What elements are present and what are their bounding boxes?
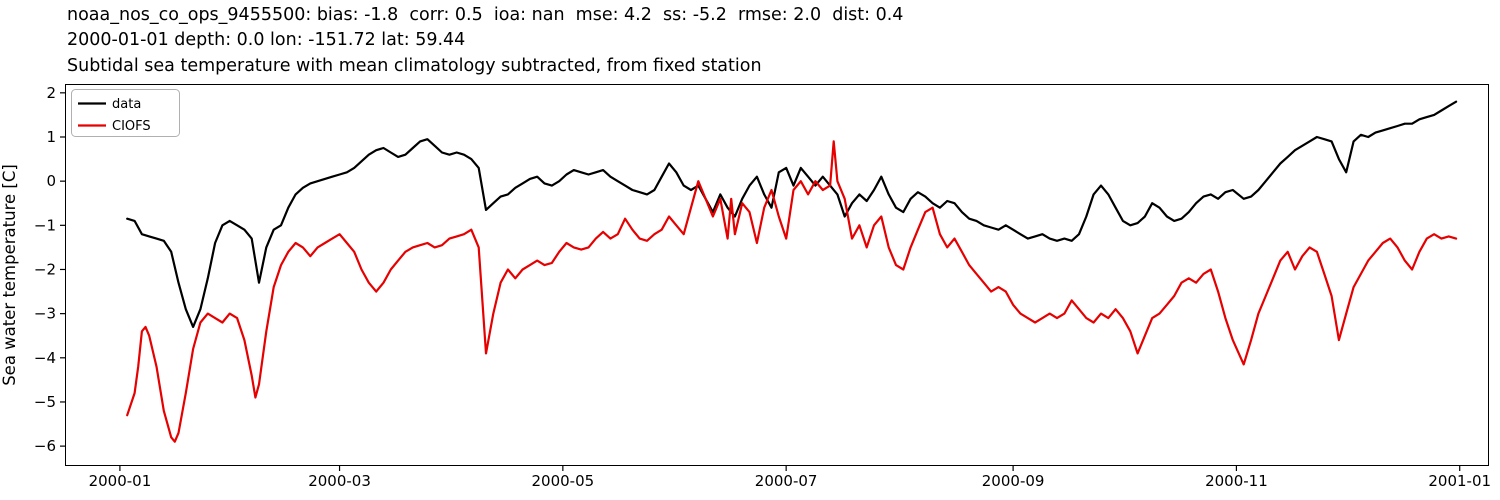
- legend-label-data: data: [112, 97, 141, 112]
- legend: data CIOFS: [71, 89, 180, 137]
- y-tick-label: 0: [46, 172, 56, 190]
- x-tick-label: 2000-05: [532, 472, 595, 490]
- x-tick-label: 2000-03: [308, 472, 371, 490]
- y-tick-label: −2: [34, 260, 56, 278]
- x-tick-label: 2001-01: [1428, 472, 1491, 490]
- x-tick-label: 2000-07: [755, 472, 818, 490]
- legend-label-ciofs: CIOFS: [112, 119, 151, 134]
- y-tick-label: −1: [34, 216, 56, 234]
- y-tick-label: 2: [46, 84, 56, 102]
- y-tick-label: −3: [34, 305, 56, 323]
- chart-title-line-location: 2000-01-01 depth: 0.0 lon: -151.72 lat: …: [67, 30, 466, 51]
- chart-title-block: noaa_nos_co_ops_9455500: bias: -1.8 corr…: [67, 3, 903, 79]
- series-group: [126, 100, 1458, 443]
- y-axis-label: Sea water temperature [C]: [0, 164, 19, 386]
- chart-title-line-description: Subtidal sea temperature with mean clima…: [67, 55, 762, 76]
- chart-title-line-stats: noaa_nos_co_ops_9455500: bias: -1.8 corr…: [67, 5, 904, 25]
- y-tick-label: −4: [34, 349, 56, 367]
- y-tick-label: 1: [46, 128, 56, 146]
- series-line-ciofs: [126, 140, 1458, 443]
- y-tick-label: −6: [34, 437, 56, 455]
- y-tick-label: −5: [34, 393, 56, 411]
- x-tick-label: 2000-11: [1205, 472, 1268, 490]
- x-tick-label: 2000-09: [982, 472, 1045, 490]
- plot-frame: [64, 83, 1490, 467]
- x-tick-label: 2000-01: [89, 472, 152, 490]
- series-line-data: [126, 100, 1458, 328]
